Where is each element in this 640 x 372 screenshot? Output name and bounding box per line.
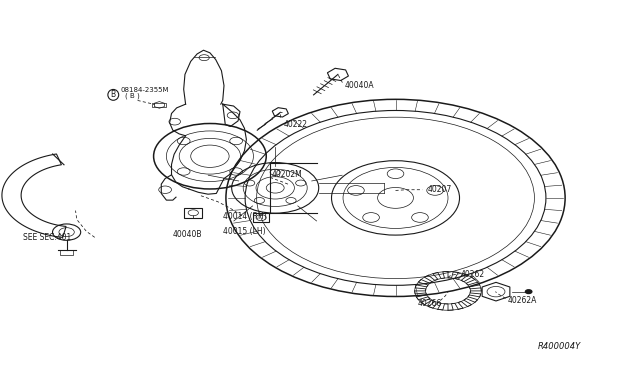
Text: 40202M: 40202M [272,170,303,179]
Text: 40014 (RH): 40014 (RH) [223,212,266,221]
Text: 40040A: 40040A [344,81,374,90]
Bar [152,103,166,107]
Text: 40222: 40222 [284,120,307,129]
Text: 08184-2355M: 08184-2355M [120,87,169,93]
Text: R400004Y: R400004Y [538,342,581,351]
Text: 40207: 40207 [428,185,452,194]
Text: 40262: 40262 [461,270,485,279]
Text: 40266: 40266 [417,299,442,308]
Text: 40040B: 40040B [173,230,202,239]
Text: 40262A: 40262A [508,296,537,305]
Circle shape [378,187,413,208]
Bar [184,208,202,218]
Text: B: B [111,90,116,99]
Bar [60,250,73,255]
Bar [253,213,269,222]
Text: 40015 (LH): 40015 (LH) [223,227,266,236]
Circle shape [525,290,532,294]
Text: ( B ): ( B ) [125,92,140,99]
Text: SEE SEC.401: SEE SEC.401 [23,233,71,242]
